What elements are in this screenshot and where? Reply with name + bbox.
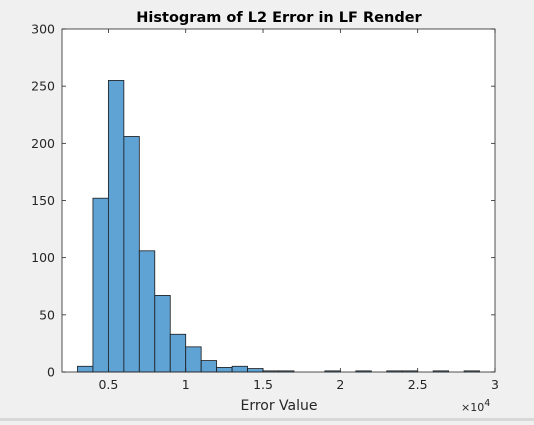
x-axis-label: Error Value — [240, 398, 317, 414]
x-tick-label: 0.5 — [98, 377, 118, 392]
histogram-bar — [216, 367, 233, 373]
histogram-bar — [92, 197, 109, 373]
histogram-bar — [169, 333, 187, 373]
y-tick-label: 150 — [31, 193, 55, 208]
x-tick-label: 1 — [182, 377, 190, 392]
chart-title: Histogram of L2 Error in LF Render — [136, 10, 422, 26]
y-tick-label: 300 — [31, 22, 55, 37]
x-exponent-base: ×10 — [461, 401, 484, 414]
x-tick-label: 1.5 — [253, 377, 273, 392]
y-tick-label: 200 — [31, 136, 55, 151]
x-axis-ticks: 0.5 1 1.5 2 2.5 3 — [98, 29, 499, 392]
y-tick-label: 100 — [31, 250, 55, 265]
histogram-bar — [154, 294, 171, 373]
window-bottom-edge — [0, 418, 534, 421]
histogram-bar — [107, 80, 125, 373]
x-exponent-power: 4 — [484, 398, 490, 409]
y-tick-label: 250 — [31, 79, 55, 94]
x-tick-label: 3 — [491, 377, 499, 392]
histogram-bar — [200, 360, 218, 373]
histogram-bar — [77, 365, 94, 373]
y-tick-label: 0 — [47, 365, 55, 380]
histogram-bars — [77, 80, 480, 373]
histogram-bar — [247, 368, 264, 373]
x-axis-exponent: ×104 — [461, 398, 490, 414]
y-tick-label: 50 — [39, 307, 55, 322]
histogram-bar — [231, 365, 248, 373]
x-tick-label: 2 — [336, 377, 344, 392]
histogram-bar — [123, 136, 140, 373]
histogram-bar — [138, 250, 156, 373]
histogram-bar — [185, 346, 202, 373]
x-tick-label: 2.5 — [408, 377, 428, 392]
y-axis-ticks: 0 50 100 150 200 250 300 — [31, 22, 495, 380]
